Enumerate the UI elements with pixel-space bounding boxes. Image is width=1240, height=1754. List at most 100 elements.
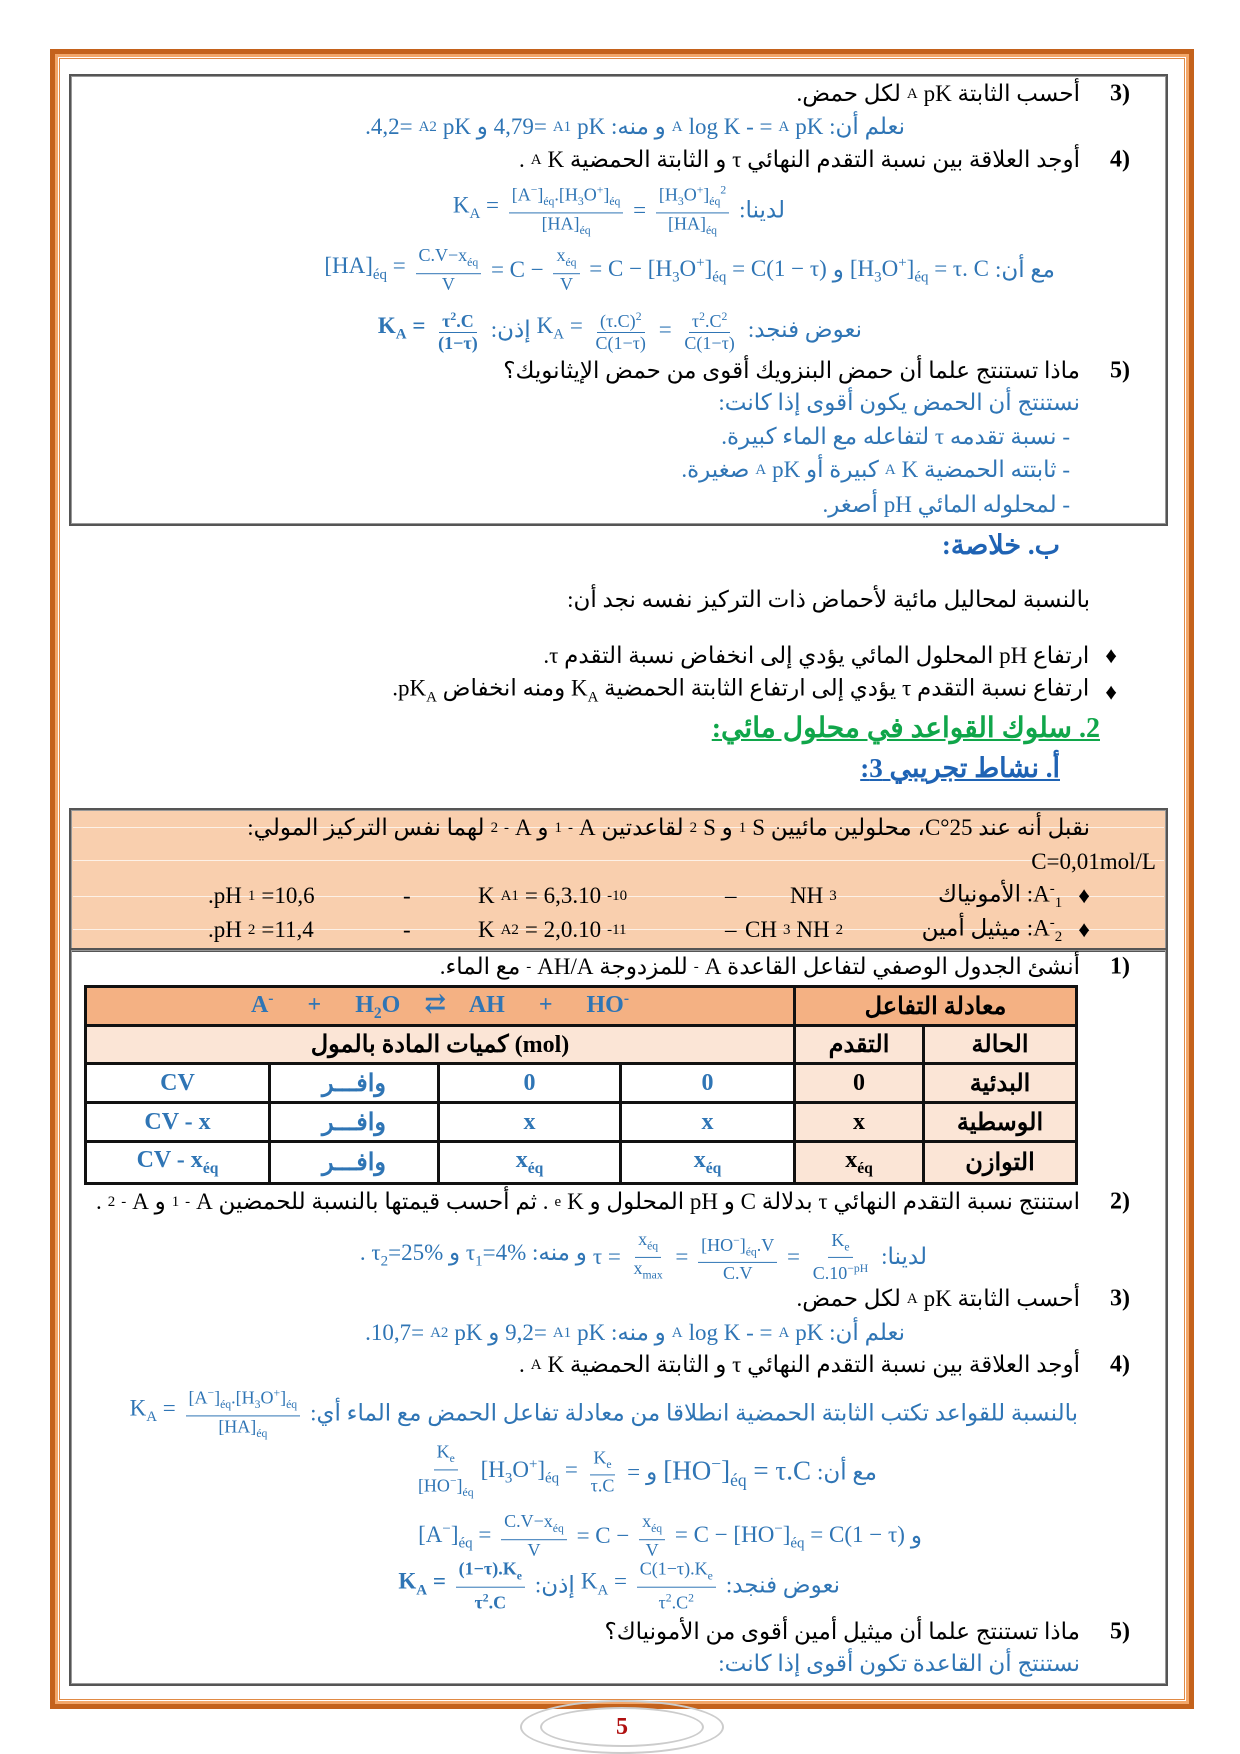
denominator: C(1−τ) [595,333,646,353]
question-number: 3) [1110,80,1130,107]
numerator: C.V−xéq [415,245,482,274]
numerator: Ke [433,1441,458,1470]
table-cell: xéq [793,1140,925,1185]
base-ph: .pH 2 =11,4 [208,917,314,942]
fraction: τ2.C (1−τ) [435,306,481,354]
progress-label: التقدم [793,1024,925,1065]
progress-table: A- + H2O ⇄ AH + HO- معادلة التفاعل كميات… [84,985,1078,1185]
formula: [H3O+]éq = τ. C [850,248,989,292]
numerator: xéq [639,1511,666,1540]
question-text: ماذا تستنتج علما أن ميثيل أمين أقوى من ا… [604,1619,1080,1644]
fraction: Ke C.10−pH [810,1230,871,1285]
question-text: أحسب الثابتة pK A لكل حمض. [796,1286,1080,1311]
base-formula: CH 3 NH 2 [745,917,844,942]
fraction: C(1−τ).Ke τ2.C2 [636,1559,716,1614]
given-concentration: C=0,01mol/L [1031,849,1156,874]
question-number: 2) [1110,1188,1130,1215]
fraction: [HO−]éq.V C.V [698,1230,778,1285]
numerator: xéq [553,245,580,274]
question-text: استنتج نسبة التقدم النهائي τ بدلالة C و … [96,1189,1080,1214]
formula: KA = [A−]éq.[H3O+]éq [HA]éq = [H3O+]éq2 [H… [453,179,733,240]
summary-intro: بالنسبة لمحاليل مائية لأحماض ذات التركيز… [567,587,1090,612]
numerator: [HO−]éq.V [698,1230,778,1264]
numerator: (1−τ).Ke [455,1559,525,1588]
fraction: (1−τ).Ke τ2.C [455,1559,525,1614]
table-cell: xéq [437,1140,622,1185]
plus: + [307,992,322,1019]
question-text: ماذا تستنتج علما أن حمض البنزويك أقوى من… [503,358,1080,383]
formula-label: إذن: [490,317,531,342]
formula-term: KA = [452,192,505,223]
given-base-2: ♦ A-2: ميثيل أمين [922,908,1090,952]
fraction: Ke τ.C [588,1447,618,1497]
fraction: C.V−xéq V [501,1511,567,1561]
numerator: τ2.C2 [688,306,731,333]
numerator: Ke [590,1447,615,1476]
table-cell: CV - xéq [84,1140,271,1185]
question-number: 5) [1110,1618,1130,1645]
bullet-text: ارتفاع نسبة التقدم τ يؤدي إلى ارتفاع الث… [392,675,1090,706]
numerator: C.V−xéq [501,1511,567,1540]
numerator: [A−]éq.[H3O+]éq [508,179,624,213]
diamond-bullet-icon: ♦ [1078,883,1090,908]
formula-label: بالنسبة للقواعد تكتب الثابتة الحمضية انط… [310,1400,1078,1425]
formula-term: = [621,1459,641,1484]
fraction: τ2.C2 C(1−τ) [681,306,737,354]
table-cell: البدئية [922,1062,1078,1104]
summary-bullet: ♦ ارتفاع pH المحلول المائي يؤدي إلى انخف… [543,641,1117,671]
formula-term: [H3O+]éq = τ. C [849,254,990,286]
amounts-label: كميات المادة بالمول (mol) [84,1024,796,1065]
formula-term: τ = [592,1244,627,1269]
plus: + [538,992,553,1019]
state-label: الحالة [922,1024,1078,1065]
formula-term: = C − [570,1523,636,1548]
formula-label: لدينا: [881,1244,927,1269]
question-text: أحسب الثابتة pK A لكل حمض. [796,81,1080,106]
question-number: 3) [1110,1285,1130,1312]
table-row: CV - xéq وافـــر xéq xéq xéq التوازن [84,1140,1078,1185]
section-heading: 2. سلوك القواعد في محلول مائي: [712,714,1100,744]
activity-heading: أ. نشاط تجريبي 3: [860,753,1060,783]
base-ph: .pH 1 =10,6 [208,883,315,908]
denominator: τ2.C2 [658,1591,694,1613]
denominator: [HA]éq [668,213,718,237]
base-ka: K A2 = 2,0.10 -11 [478,917,627,942]
question-number: 4) [1110,1351,1130,1378]
formula-result: KA = (1−τ).Ke τ2.C [398,1559,529,1614]
formula-term: = C − [485,257,550,282]
denominator: xmax [633,1257,663,1282]
formula: [A−]éq = C.V−xéq V = C − xéq V = C − [HO−]… [418,1511,905,1561]
numerator: [H3O+]éq2 [655,179,730,213]
species: H2O [355,992,401,1022]
dash: - [403,917,411,942]
formula-label: لدينا: [739,197,785,222]
table-cell: CV - x [84,1101,271,1143]
denominator: [HA]éq [541,213,591,237]
dash: – [725,883,737,908]
formula-term: = [781,1244,806,1269]
formula-term: KA = [129,1395,182,1426]
formula-line: مع أن: [HO−]éq = τ.C و Ke [HO−]éq [H3O+]éq… [411,1441,877,1502]
numerator: C(1−τ).Ke [636,1559,716,1588]
table-row: CV - x وافـــر x x x الوسطية [84,1101,1078,1143]
denominator: τ.C [590,1475,615,1496]
formula-line: نعوض فنجد: KA = (τ.C)2 C(1−τ) = τ2.C2 C(1−… [378,306,862,354]
reaction-equation: A- + H2O ⇄ AH + HO- [84,985,796,1027]
numerator: Ke [828,1230,853,1259]
formula-line: لدينا: KA = [A−]éq.[H3O+]éq [HA]éq = [H3O… [453,179,785,240]
conjunction: و [832,257,844,282]
formula-line: نعوض فنجد: KA = C(1−τ).Ke τ2.C2 إذن: KA =… [398,1559,840,1614]
base-formula: NH 3 [790,883,837,908]
fraction: (τ.C)2 C(1−τ) [593,306,649,354]
fraction: xéq V [553,245,580,295]
summary-bullet: ♦ ارتفاع نسبة التقدم τ يؤدي إلى ارتفاع ا… [392,674,1117,713]
formula-term: = C − [HO−]éq = C(1 − τ) [669,1520,905,1552]
denominator: C(1−τ) [684,333,735,353]
given-base-1: ♦ A-1: الأمونياك [938,874,1090,918]
species: HO- [586,990,630,1019]
table-row: CV وافـــر 0 0 0 البدئية [84,1062,1078,1104]
formula: [HO−]éq = τ.C [663,1449,811,1495]
